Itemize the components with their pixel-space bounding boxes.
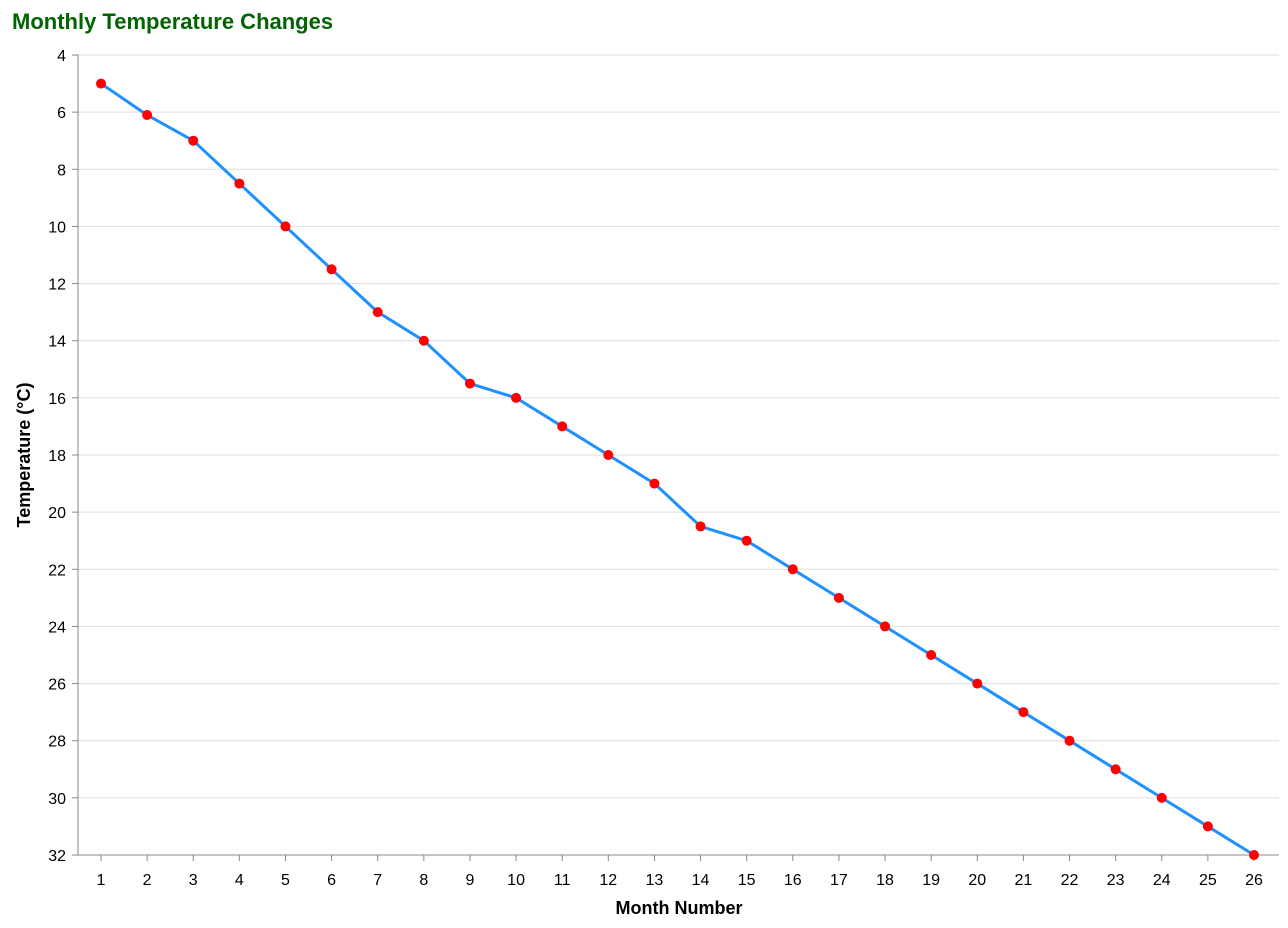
data-point [1249, 850, 1259, 860]
y-tick-label: 14 [48, 334, 66, 351]
x-tick-label: 17 [830, 872, 848, 889]
y-tick-label: 26 [48, 677, 66, 694]
y-ticks: 4 6 8 10 12 14 16 18 20 22 24 26 28 30 32 [48, 48, 78, 865]
data-point [511, 392, 522, 403]
x-tick-label: 11 [554, 872, 571, 889]
x-tick-label: 16 [784, 872, 802, 889]
x-tick-label: 5 [281, 872, 290, 889]
x-tick-label: 24 [1153, 872, 1171, 889]
data-point [926, 650, 937, 660]
data-point [1110, 764, 1121, 775]
data-point [372, 307, 383, 318]
data-point [188, 135, 199, 146]
x-tick-label: 3 [189, 872, 198, 889]
y-tick-label: 10 [48, 219, 66, 236]
x-tick-label: 9 [466, 872, 475, 889]
x-tick-label: 8 [419, 872, 428, 889]
data-point [1202, 821, 1213, 832]
x-tick-label: 1 [97, 872, 106, 889]
x-tick-label: 2 [143, 872, 152, 889]
data-point [142, 110, 153, 120]
data-point [1064, 735, 1075, 746]
x-tick-label: 10 [507, 872, 525, 889]
data-point [96, 78, 106, 89]
y-tick-label: 24 [48, 619, 66, 636]
data-point [464, 378, 475, 389]
x-tick-label: 4 [235, 872, 244, 889]
y-tick-label: 30 [48, 791, 66, 808]
x-tick-label: 26 [1245, 872, 1263, 889]
x-tick-label: 23 [1107, 872, 1125, 889]
y-tick-label: 8 [57, 162, 66, 179]
x-tick-label: 21 [1015, 872, 1033, 889]
x-tick-label: 13 [646, 872, 664, 889]
data-point [649, 478, 660, 489]
y-tick-label: 4 [57, 48, 66, 65]
x-tick-label: 20 [968, 872, 986, 889]
data-point [833, 592, 844, 603]
x-ticks: 1 2 3 4 5 6 7 8 9 10 11 12 13 14 15 16 17 18 19 20 21 22 23 24 2… [97, 855, 1263, 889]
x-tick-label: 19 [922, 872, 940, 889]
y-tick-label: 6 [57, 105, 66, 122]
data-point [418, 335, 429, 346]
data-point [695, 521, 706, 532]
data-point [557, 421, 568, 432]
x-tick-label: 6 [327, 872, 336, 889]
x-tick-label: 7 [373, 872, 382, 889]
chart-title: Monthly Temperature Changes [12, 9, 333, 34]
y-tick-label: 16 [48, 391, 66, 408]
data-point [1018, 707, 1029, 718]
y-tick-label: 20 [48, 505, 66, 522]
data-points [96, 78, 1259, 860]
y-tick-label: 32 [48, 848, 66, 865]
data-point [741, 535, 752, 546]
data-point [880, 621, 891, 632]
y-tick-label: 22 [48, 562, 66, 579]
x-tick-label: 12 [599, 872, 617, 889]
data-point [1156, 792, 1167, 803]
y-tick-label: 28 [48, 734, 66, 751]
x-axis-label: Month Number [616, 898, 743, 918]
y-tick-label: 12 [48, 277, 66, 294]
y-tick-label: 18 [48, 448, 66, 465]
y-axis-label: Temperature (°C) [14, 383, 34, 528]
grid [78, 54, 1279, 856]
series-line [100, 82, 1255, 857]
data-point [603, 450, 614, 460]
x-tick-label: 14 [692, 872, 710, 889]
data-point [280, 221, 291, 232]
data-point [972, 678, 983, 689]
data-point [234, 178, 245, 189]
x-tick-label: 25 [1199, 872, 1217, 889]
x-tick-label: 15 [738, 872, 756, 889]
x-tick-label: 18 [876, 872, 894, 889]
data-point [787, 564, 798, 575]
data-point [326, 264, 337, 275]
x-tick-label: 22 [1061, 872, 1079, 889]
